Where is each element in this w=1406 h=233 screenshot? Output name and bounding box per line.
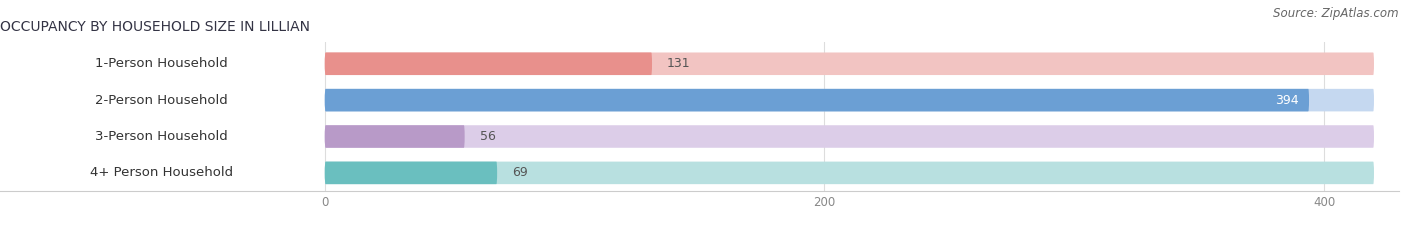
- FancyBboxPatch shape: [6, 163, 318, 182]
- FancyBboxPatch shape: [325, 89, 1309, 111]
- Text: Source: ZipAtlas.com: Source: ZipAtlas.com: [1274, 7, 1399, 20]
- Text: 1-Person Household: 1-Person Household: [94, 57, 228, 70]
- Text: 394: 394: [1275, 94, 1299, 107]
- Text: 56: 56: [479, 130, 495, 143]
- FancyBboxPatch shape: [325, 125, 1374, 148]
- FancyBboxPatch shape: [6, 91, 318, 110]
- Text: 4+ Person Household: 4+ Person Household: [90, 166, 233, 179]
- FancyBboxPatch shape: [325, 162, 498, 184]
- Text: 2-Person Household: 2-Person Household: [94, 94, 228, 107]
- Text: OCCUPANCY BY HOUSEHOLD SIZE IN LILLIAN: OCCUPANCY BY HOUSEHOLD SIZE IN LILLIAN: [0, 20, 309, 34]
- FancyBboxPatch shape: [325, 162, 1374, 184]
- FancyBboxPatch shape: [325, 125, 464, 148]
- Text: 69: 69: [512, 166, 527, 179]
- Text: 3-Person Household: 3-Person Household: [94, 130, 228, 143]
- FancyBboxPatch shape: [6, 54, 318, 73]
- FancyBboxPatch shape: [325, 89, 1374, 111]
- FancyBboxPatch shape: [325, 52, 652, 75]
- FancyBboxPatch shape: [325, 52, 1374, 75]
- Text: 131: 131: [666, 57, 690, 70]
- FancyBboxPatch shape: [6, 127, 318, 146]
